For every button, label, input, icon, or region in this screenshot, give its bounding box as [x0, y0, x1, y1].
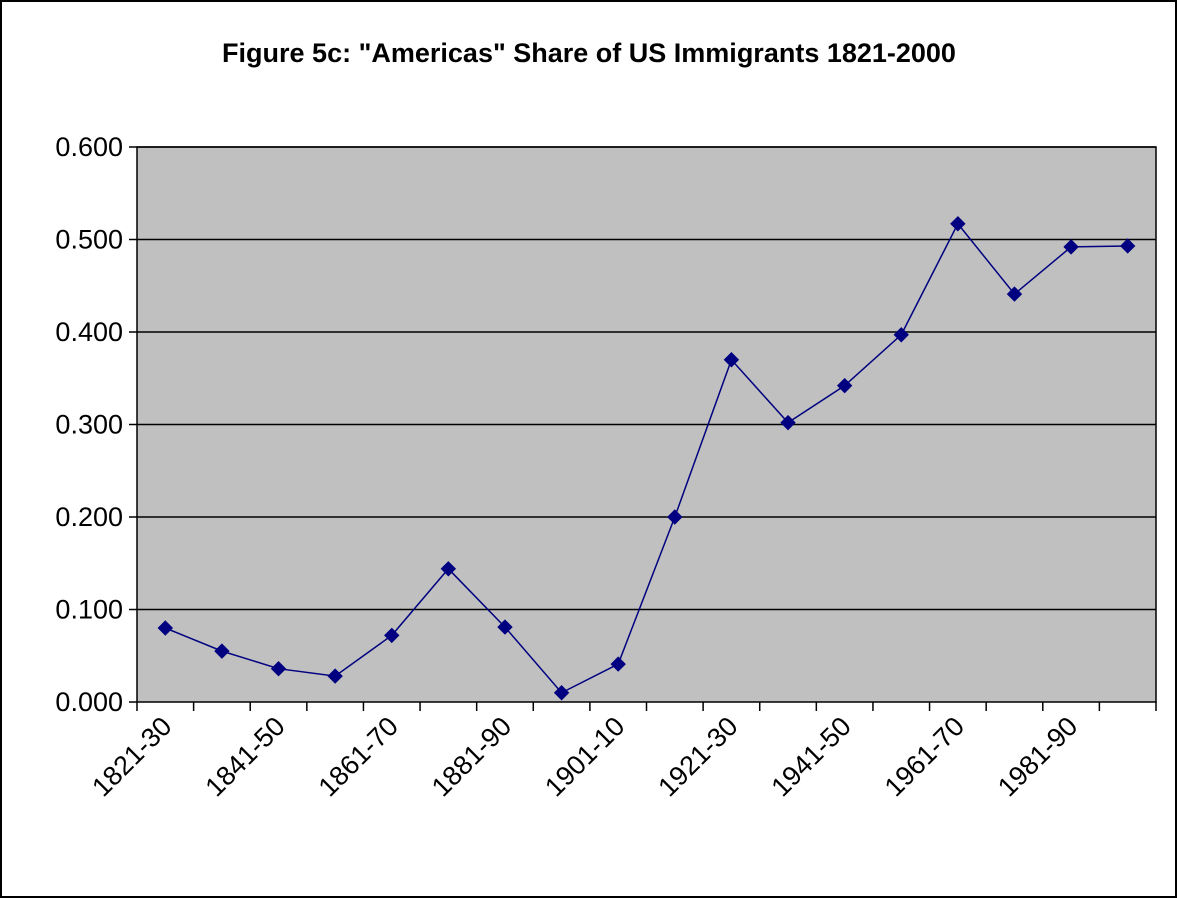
data-point-marker — [440, 561, 457, 577]
y-tick-label: 0.400 — [55, 317, 123, 347]
data-point-marker — [1119, 238, 1136, 254]
y-tick-label: 0.500 — [55, 225, 123, 255]
data-point-marker — [157, 620, 174, 636]
data-point-marker — [836, 377, 853, 394]
data-point-marker — [497, 619, 513, 635]
y-tick-label: 0.100 — [55, 595, 123, 625]
data-point-marker — [384, 627, 400, 644]
y-tick-label: 0.000 — [55, 687, 123, 717]
data-point-marker — [893, 327, 909, 343]
series-line — [165, 222, 1128, 694]
data-point-marker — [610, 656, 626, 672]
data-point-marker — [327, 668, 343, 684]
plot-area: 0.0000.1000.2000.3000.4000.5000.6001821-… — [55, 132, 1157, 802]
data-point-marker — [667, 509, 683, 525]
data-point-marker — [270, 660, 287, 677]
y-tick-label: 0.300 — [55, 410, 123, 440]
y-tick-label: 0.600 — [55, 132, 123, 162]
data-point-marker — [950, 216, 966, 232]
data-point-marker — [1063, 239, 1079, 255]
data-point-marker — [214, 643, 230, 659]
data-point-marker — [553, 685, 570, 701]
y-tick-label: 0.200 — [55, 502, 123, 532]
chart-title: Figure 5c: "Americas" Share of US Immigr… — [222, 38, 956, 68]
data-point-marker — [780, 414, 796, 431]
data-point-marker — [1006, 286, 1023, 302]
data-point-marker — [723, 352, 740, 368]
